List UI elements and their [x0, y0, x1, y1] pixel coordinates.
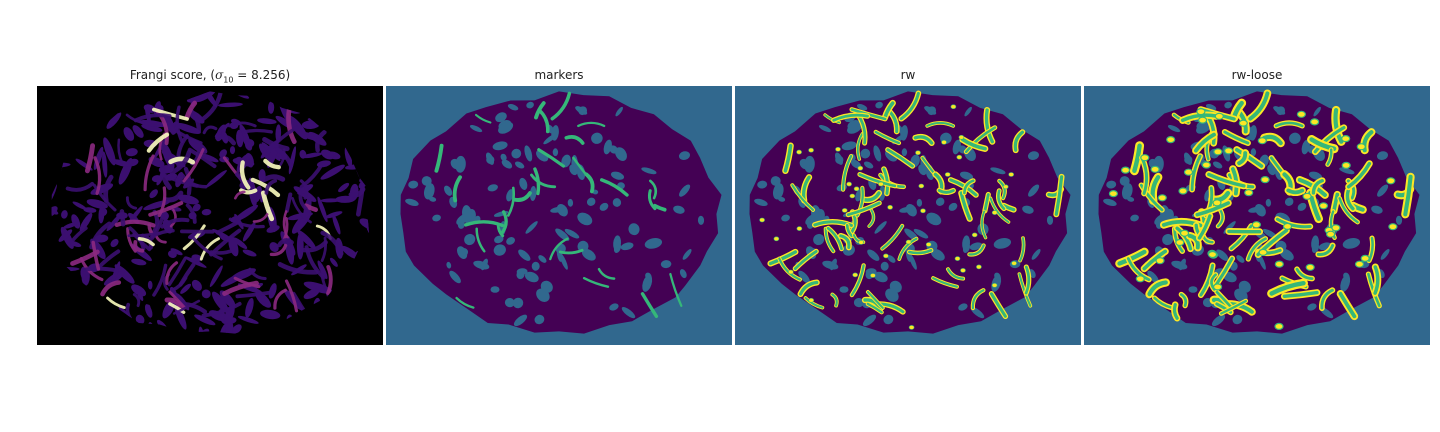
rw-image [735, 86, 1081, 345]
panel-title-frangi: Frangi score, (σ10 = 8.256) [129, 68, 291, 85]
panel-title-rw-loose: rw-loose [1231, 68, 1283, 82]
markers-image [386, 86, 732, 345]
panel-title-rw: rw [900, 68, 916, 82]
frangi-score-image [37, 86, 383, 345]
panel-title-markers: markers [534, 68, 584, 82]
rw-loose-image [1084, 86, 1430, 345]
